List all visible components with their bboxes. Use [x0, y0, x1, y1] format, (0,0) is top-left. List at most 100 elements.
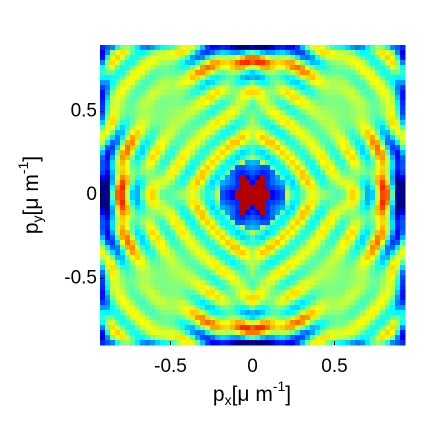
- heatmap-cell: [365, 210, 371, 216]
- heatmap-cell: [195, 200, 201, 206]
- heatmap-cell: [225, 330, 231, 336]
- heatmap-cell: [180, 105, 186, 111]
- heatmap-cell: [385, 170, 391, 176]
- heatmap-cell: [345, 290, 351, 296]
- heatmap-cell: [190, 285, 196, 291]
- heatmap-cell: [310, 225, 316, 231]
- heatmap-cell: [375, 55, 381, 61]
- heatmap-cell: [395, 120, 401, 126]
- heatmap-cell: [275, 145, 281, 151]
- heatmap-cell: [140, 145, 146, 151]
- heatmap-cell: [145, 65, 151, 71]
- heatmap-cell: [160, 255, 166, 261]
- heatmap-cell: [170, 140, 176, 146]
- heatmap-cell: [165, 210, 171, 216]
- heatmap-cell: [250, 190, 256, 196]
- heatmap-cell: [350, 270, 356, 276]
- heatmap-cell: [245, 295, 251, 301]
- heatmap-cell: [360, 205, 366, 211]
- heatmap-cell: [225, 200, 231, 206]
- heatmap-cell: [345, 255, 351, 261]
- heatmap-cell: [130, 320, 136, 326]
- heatmap-cell: [155, 250, 161, 256]
- heatmap-cell: [335, 290, 341, 296]
- heatmap-cell: [145, 275, 151, 281]
- heatmap-cell: [230, 150, 236, 156]
- heatmap-cell: [165, 95, 171, 101]
- heatmap-cell: [400, 220, 406, 226]
- heatmap-cell: [110, 205, 116, 211]
- heatmap-cell: [295, 120, 301, 126]
- heatmap-cell: [170, 335, 176, 341]
- heatmap-cell: [115, 125, 121, 131]
- heatmap-cell: [125, 90, 131, 96]
- heatmap-cell: [185, 230, 191, 236]
- heatmap-cell: [155, 100, 161, 106]
- heatmap-cell: [100, 165, 106, 171]
- heatmap-cell: [300, 285, 306, 291]
- heatmap-cell: [265, 270, 271, 276]
- heatmap-cell: [385, 135, 391, 141]
- heatmap-cell: [150, 190, 156, 196]
- heatmap-cell: [300, 255, 306, 261]
- heatmap-cell: [300, 295, 306, 301]
- heatmap-cell: [135, 145, 141, 151]
- heatmap-cell: [300, 75, 306, 81]
- heatmap-cell: [205, 85, 211, 91]
- heatmap-cell: [265, 165, 271, 171]
- heatmap-cell: [280, 220, 286, 226]
- heatmap-cell: [200, 340, 206, 346]
- heatmap-cell: [265, 280, 271, 286]
- heatmap-cell: [375, 340, 381, 346]
- heatmap-cell: [235, 205, 241, 211]
- heatmap-cell: [190, 290, 196, 296]
- heatmap-cell: [290, 70, 296, 76]
- heatmap-cell: [130, 140, 136, 146]
- heatmap-cell: [265, 305, 271, 311]
- heatmap-cell: [380, 105, 386, 111]
- heatmap-cell: [105, 265, 111, 271]
- heatmap-cell: [190, 185, 196, 191]
- heatmap-cell: [345, 335, 351, 341]
- heatmap-cell: [325, 110, 331, 116]
- heatmap-cell: [160, 325, 166, 331]
- heatmap-cell: [370, 110, 376, 116]
- heatmap-cell: [105, 320, 111, 326]
- heatmap-cell: [390, 125, 396, 131]
- heatmap-cell: [210, 155, 216, 161]
- heatmap-cell: [205, 180, 211, 186]
- heatmap-cell: [340, 340, 346, 346]
- heatmap-cell: [315, 145, 321, 151]
- heatmap-cell: [240, 335, 246, 341]
- heatmap-cell: [235, 265, 241, 271]
- heatmap-cell: [100, 190, 106, 196]
- heatmap-cell: [235, 325, 241, 331]
- heatmap-cell: [155, 235, 161, 241]
- heatmap-cell: [195, 205, 201, 211]
- heatmap-cell: [295, 80, 301, 86]
- heatmap-cell: [250, 75, 256, 81]
- heatmap-cell: [240, 140, 246, 146]
- heatmap-cell: [175, 215, 181, 221]
- heatmap-cell: [125, 175, 131, 181]
- heatmap-cell: [290, 45, 296, 51]
- heatmap-cell: [145, 95, 151, 101]
- heatmap-cell: [365, 250, 371, 256]
- heatmap-cell: [315, 55, 321, 61]
- heatmap-cell: [195, 100, 201, 106]
- heatmap-cell: [125, 150, 131, 156]
- heatmap-cell: [360, 100, 366, 106]
- heatmap-cell: [380, 95, 386, 101]
- heatmap-cell: [350, 65, 356, 71]
- heatmap-cell: [230, 130, 236, 136]
- heatmap-cell: [110, 165, 116, 171]
- heatmap-cell: [250, 80, 256, 86]
- heatmap-cell: [205, 325, 211, 331]
- heatmap-cell: [295, 185, 301, 191]
- heatmap-cell: [260, 195, 266, 201]
- heatmap-cell: [285, 290, 291, 296]
- heatmap-cell: [340, 290, 346, 296]
- heatmap-cell: [110, 230, 116, 236]
- heatmap-cell: [115, 120, 121, 126]
- heatmap-cell: [260, 250, 266, 256]
